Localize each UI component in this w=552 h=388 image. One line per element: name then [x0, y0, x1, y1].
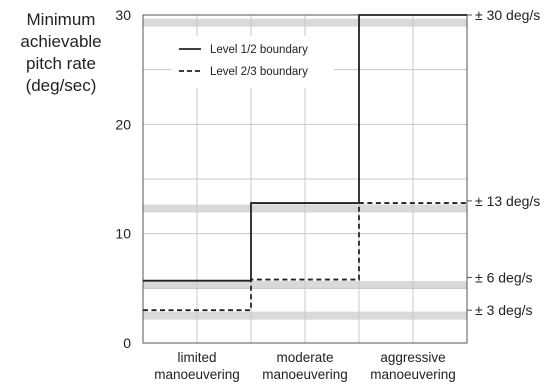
- y-axis-title: Minimum achievable pitch rate (deg/sec): [2, 9, 120, 97]
- x-category-label: aggressive: [380, 350, 445, 365]
- y-tick-label: 0: [123, 335, 131, 351]
- right-rate-label: ± 30 deg/s: [475, 7, 540, 23]
- x-category-label: moderate: [276, 350, 333, 365]
- level-1-2-boundary-line: [143, 14, 467, 282]
- legend-label: Level 2/3 boundary: [210, 66, 308, 78]
- x-category-label: manoeuvering: [262, 367, 348, 382]
- x-category-label: limited: [177, 350, 216, 365]
- plot-frame: [142, 14, 468, 344]
- right-rate-label: ± 13 deg/s: [475, 193, 540, 209]
- legend-box: [171, 36, 334, 88]
- y-axis-title-line: (deg/sec): [25, 76, 97, 95]
- level-2-3-boundary-line: [143, 202, 467, 312]
- right-rate-label: ± 6 deg/s: [475, 269, 533, 285]
- legend-label: Level 1/2 boundary: [210, 44, 308, 56]
- y-axis-title-line: pitch rate: [26, 54, 96, 73]
- right-rate-label: ± 3 deg/s: [475, 302, 533, 318]
- y-tick-label: 10: [115, 226, 131, 242]
- y-tick-label: 20: [115, 116, 131, 132]
- y-axis-title-line: Minimum: [26, 10, 96, 29]
- y-axis-title-line: achievable: [20, 32, 102, 51]
- y-tick-label: 30: [115, 7, 131, 23]
- x-category-label: manoeuvering: [370, 367, 456, 382]
- x-category-label: manoeuvering: [154, 367, 240, 382]
